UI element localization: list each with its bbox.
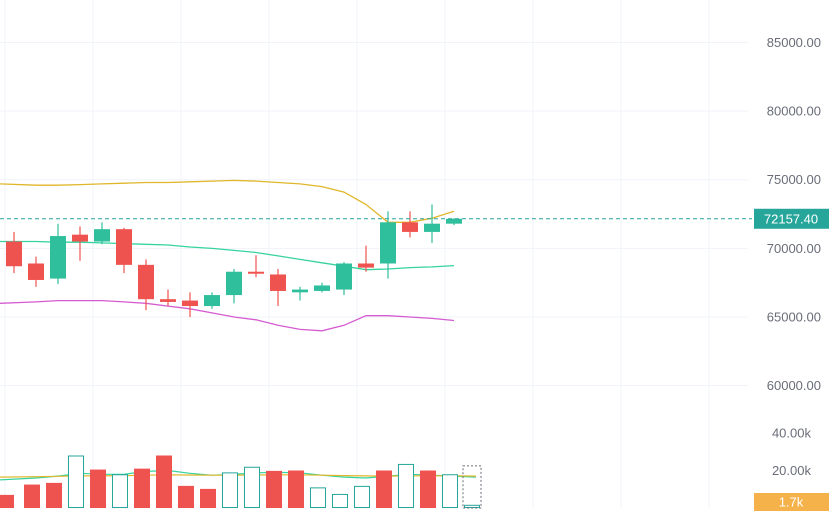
- candle-body: [292, 289, 308, 293]
- volume-bars: [0, 455, 482, 509]
- grid: [0, 0, 748, 508]
- price-tick-label: 75000.00: [767, 172, 821, 187]
- volume-bar: [332, 493, 348, 508]
- volume-bar: [134, 468, 150, 508]
- candle-body: [358, 263, 374, 268]
- volume-bar: [376, 470, 392, 508]
- volume-bar: [46, 482, 62, 508]
- candle-body: [50, 236, 66, 279]
- candle-body: [424, 223, 440, 232]
- volume-bar: [288, 470, 304, 508]
- candle-body: [380, 222, 396, 264]
- candle-body: [226, 271, 242, 296]
- volume-bar: [90, 469, 106, 508]
- price-tick-label: 85000.00: [767, 35, 821, 50]
- volume-bar: [244, 466, 260, 508]
- volume-bar: [398, 463, 414, 508]
- last-price-label: 72157.40: [764, 211, 818, 226]
- volume-bar: [112, 474, 128, 508]
- price-tick-label: 80000.00: [767, 104, 821, 119]
- candle-body: [160, 299, 176, 302]
- volume-bar: [156, 455, 172, 508]
- candle-body: [270, 274, 286, 291]
- candles: [6, 204, 462, 318]
- volume-bar: [68, 455, 84, 508]
- price-tick-label: 60000.00: [767, 378, 821, 393]
- current-volume-outline: [462, 465, 482, 509]
- volume-bar: [200, 488, 216, 508]
- candle-body: [314, 285, 330, 291]
- price-axis: 60000.00 65000.00 70000.00 75000.00 80000.00…: [767, 35, 821, 393]
- candle-body: [336, 263, 352, 290]
- volume-bar: [464, 504, 480, 508]
- bollinger-upper-line: [0, 179, 455, 223]
- volume-bar: [420, 470, 436, 508]
- last-price-badge: [754, 208, 829, 229]
- candle-body: [402, 222, 418, 232]
- last-price-line: 72157.40: [0, 208, 829, 229]
- candle-body: [94, 229, 110, 242]
- volume-bar: [0, 494, 14, 508]
- volume-bar: [310, 487, 326, 508]
- candle-body: [72, 234, 88, 242]
- last-volume-badge: [754, 493, 829, 511]
- candle-body: [446, 218, 462, 224]
- volume-bar: [178, 485, 194, 508]
- candle-body: [138, 264, 154, 300]
- volume-bar: [222, 472, 238, 508]
- candle-body: [182, 300, 198, 307]
- volume-bar: [354, 485, 370, 508]
- candle-body: [116, 229, 132, 265]
- volume-tick-label: 40.00k: [772, 426, 812, 441]
- price-tick-label: 70000.00: [767, 241, 821, 256]
- volume-tick-label: 20.00k: [772, 463, 812, 478]
- bollinger-middle-line: [0, 240, 455, 271]
- bollinger-lower-line: [0, 299, 455, 332]
- bollinger-bands: [0, 179, 455, 332]
- candle-body: [248, 271, 264, 274]
- volume-bar: [266, 470, 282, 508]
- volume-bar: [24, 484, 40, 508]
- volume-bar: [442, 474, 458, 508]
- last-volume-label: 1.7k: [779, 495, 804, 510]
- candle-body: [204, 295, 220, 307]
- volume-axis: 20.00k 40.00k 1.7k: [754, 426, 829, 511]
- price-tick-label: 65000.00: [767, 310, 821, 325]
- candle-body: [28, 263, 44, 280]
- candle-body: [6, 241, 22, 267]
